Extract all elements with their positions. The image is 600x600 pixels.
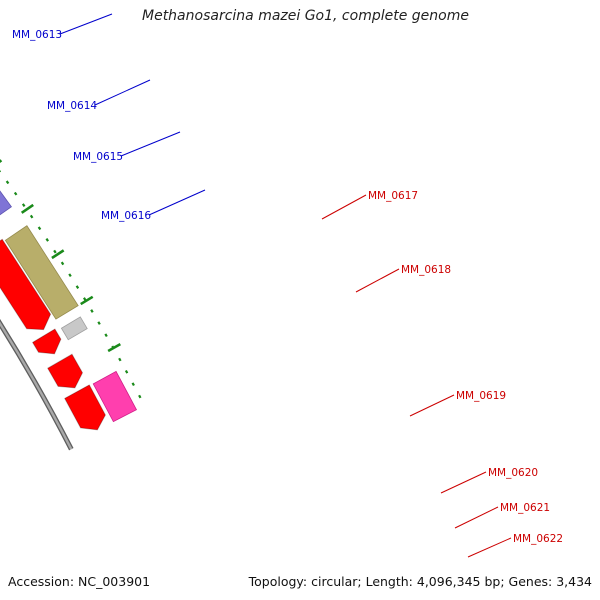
gene-label-forward[interactable]: MM_0619: [456, 390, 506, 402]
forward-band-olive: [4, 225, 79, 320]
gene-leader-line: [440, 471, 487, 494]
topology-summary: Topology: circular; Length: 4,096,345 bp…: [248, 574, 592, 589]
gene-label-forward[interactable]: MM_0622: [513, 533, 563, 545]
major-tick: [51, 249, 65, 260]
gene-label-forward[interactable]: MM_0617: [368, 190, 418, 202]
gene-label-reverse[interactable]: MM_0613: [12, 29, 62, 41]
forward-cds-mm0619: [0, 239, 51, 330]
accession-text: Accession: NC_003901: [8, 574, 151, 589]
forward-cds-mm0620-edge: [31, 328, 62, 355]
backbone-line: [0, 321, 73, 450]
forward-cds-mm0621: [47, 354, 83, 388]
forward-cds-mm0621-edge: [47, 353, 84, 389]
gene-labels: MM_0613 MM_0614 MM_0615 MM_0616 MM_0617 MM_06…: [12, 13, 563, 558]
gene-leader-line: [94, 79, 151, 106]
gene-leader-line: [59, 13, 113, 35]
major-tick: [0, 159, 3, 163]
gene-leader-line: [321, 194, 367, 220]
feature-tracks: [0, 190, 138, 431]
genome-title: Methanosarcina mazei Go1, complete genom…: [142, 8, 469, 24]
forward-cds-mm0619-edge: [0, 238, 52, 331]
forward-band-lavender: [0, 190, 12, 216]
gene-label-reverse[interactable]: MM_0616: [101, 210, 151, 222]
outer-tick-ring: [0, 170, 146, 407]
forward-band-pink: [92, 370, 138, 423]
gene-label-forward[interactable]: MM_0618: [401, 264, 451, 276]
major-tick: [107, 342, 121, 353]
gene-leader-line: [467, 537, 512, 558]
forward-cds-mm0622: [64, 384, 106, 430]
gene-leader-line: [409, 394, 455, 417]
major-tick: [20, 203, 34, 214]
gene-leader-line: [454, 506, 499, 529]
forward-band-grey: [60, 316, 88, 341]
tick-rings: [0, 159, 146, 407]
genome-backbone: [0, 319, 74, 451]
forward-cds-mm0622-edge: [64, 384, 106, 431]
gene-label-reverse[interactable]: MM_0615: [73, 151, 123, 163]
major-tick: [80, 295, 94, 306]
gene-leader-line: [355, 268, 400, 293]
forward-cds-mm0620: [32, 329, 61, 354]
gene-leader-line: [120, 131, 181, 157]
gene-label-forward[interactable]: MM_0620: [488, 467, 538, 479]
gene-label-reverse[interactable]: MM_0614: [47, 100, 97, 112]
gene-leader-line: [148, 189, 206, 216]
gene-label-forward[interactable]: MM_0621: [500, 502, 550, 514]
